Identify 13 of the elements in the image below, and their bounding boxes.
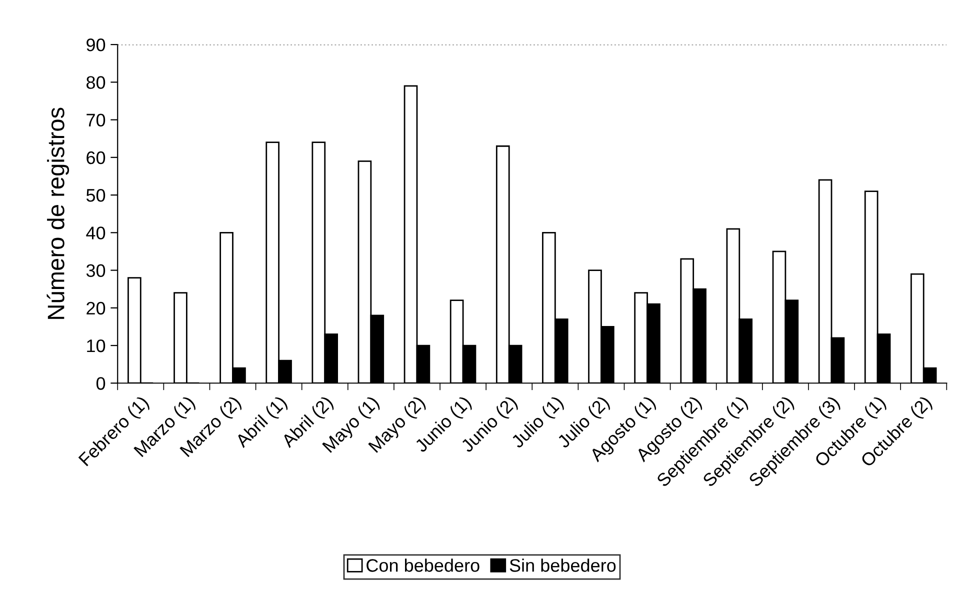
- y-tick-label: 40: [86, 226, 106, 240]
- y-axis-title: Número de registros: [46, 108, 70, 319]
- y-tick-label: 50: [86, 188, 106, 202]
- y-tick-label: 70: [86, 114, 106, 127]
- y-tick-label: 80: [86, 76, 106, 89]
- y-tick-label: 0: [96, 377, 106, 390]
- legend-label: Con bebedero: [366, 558, 480, 572]
- y-tick-label: 90: [86, 38, 106, 52]
- y-tick-label: 30: [86, 264, 106, 277]
- y-tick-label: 20: [86, 302, 106, 315]
- y-tick-label: 10: [87, 339, 106, 352]
- legend-label: Sin bebedero: [510, 558, 616, 572]
- y-tick-label: 60: [86, 151, 106, 164]
